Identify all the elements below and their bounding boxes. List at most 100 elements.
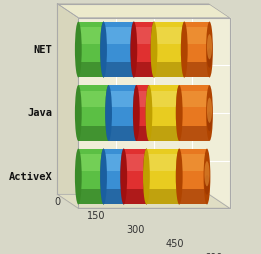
Ellipse shape [204,161,210,186]
Ellipse shape [207,98,212,123]
Bar [149,85,179,141]
Ellipse shape [120,149,127,204]
Ellipse shape [143,149,150,204]
Ellipse shape [134,98,139,123]
Polygon shape [78,18,230,208]
Ellipse shape [204,175,210,195]
Ellipse shape [146,112,151,131]
Ellipse shape [177,98,182,123]
Text: Java: Java [27,108,52,118]
Ellipse shape [75,85,82,141]
Ellipse shape [181,22,188,77]
Bar [109,91,136,107]
Text: NET: NET [33,44,52,55]
Bar [136,91,149,107]
Ellipse shape [151,34,157,59]
Text: 600: 600 [205,253,223,254]
Bar [154,22,184,77]
Ellipse shape [134,112,139,131]
Bar [136,126,149,141]
Ellipse shape [133,85,140,141]
Ellipse shape [75,149,82,204]
Bar [124,149,146,204]
Ellipse shape [177,112,182,131]
Ellipse shape [130,22,137,77]
Ellipse shape [101,34,106,59]
Bar [104,154,124,171]
Text: 150: 150 [87,211,106,221]
Ellipse shape [151,48,157,68]
Ellipse shape [106,98,111,123]
Ellipse shape [176,149,183,204]
Ellipse shape [146,85,152,141]
Bar [179,149,207,204]
Bar [146,154,179,171]
Polygon shape [57,4,78,208]
Bar [184,27,210,44]
Ellipse shape [143,149,150,204]
Ellipse shape [182,34,187,59]
Bar [146,189,179,204]
Bar [179,154,207,171]
Bar [149,126,179,141]
Bar [104,189,124,204]
Text: 0: 0 [54,197,61,207]
Ellipse shape [130,22,137,77]
Bar [154,62,184,77]
Bar [104,149,124,204]
Bar [78,154,104,171]
Ellipse shape [206,85,213,141]
Ellipse shape [101,161,106,186]
Bar [78,91,109,107]
Text: 450: 450 [166,239,184,249]
Ellipse shape [177,175,182,195]
Ellipse shape [207,112,212,131]
Ellipse shape [100,22,107,77]
Bar [78,85,109,141]
Ellipse shape [121,161,126,186]
Bar [109,85,136,141]
Bar [134,22,154,77]
Ellipse shape [105,85,112,141]
Ellipse shape [181,22,188,77]
Ellipse shape [101,48,106,68]
Bar [134,62,154,77]
Ellipse shape [146,85,152,141]
Bar [78,189,104,204]
Bar [104,62,134,77]
Ellipse shape [100,149,107,204]
Bar [134,27,154,44]
Bar [184,22,210,77]
Bar [146,149,179,204]
Bar [109,126,136,141]
Ellipse shape [106,112,111,131]
Bar [104,27,134,44]
Bar [104,22,134,77]
Ellipse shape [151,22,157,77]
Bar [136,85,149,141]
Ellipse shape [207,48,212,68]
Polygon shape [57,194,230,208]
Bar [124,189,146,204]
Polygon shape [57,4,230,18]
Text: ActiveX: ActiveX [8,171,52,182]
Ellipse shape [146,98,151,123]
Bar [184,62,210,77]
Ellipse shape [144,161,149,186]
Bar [179,126,210,141]
Ellipse shape [100,149,107,204]
Text: 300: 300 [127,225,145,235]
Ellipse shape [176,149,183,204]
Ellipse shape [177,161,182,186]
Bar [78,126,109,141]
Bar [179,91,210,107]
Bar [179,189,207,204]
Bar [149,91,179,107]
Bar [124,154,146,171]
Ellipse shape [204,149,210,204]
Ellipse shape [120,149,127,204]
Bar [78,149,104,204]
Ellipse shape [101,175,106,195]
Ellipse shape [131,34,136,59]
Bar [78,22,104,77]
